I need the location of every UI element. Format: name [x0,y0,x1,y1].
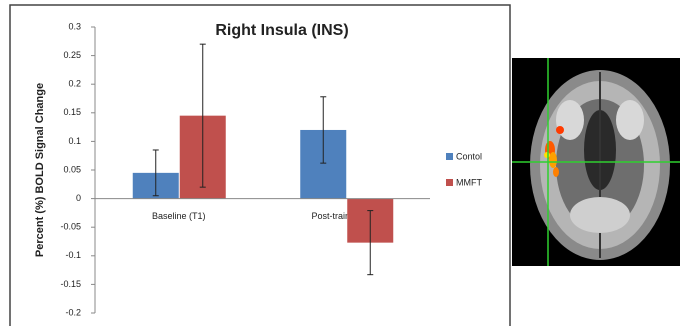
y-tick-label: -0.05 [60,222,81,232]
y-tick-label: 0.2 [68,79,81,89]
y-tick-label: -0.1 [65,250,81,260]
y-tick-label: -0.15 [60,279,81,289]
chart-frame [10,5,510,326]
legend-label: Contol [456,151,482,161]
y-tick-label: 0.1 [68,136,81,146]
chart-title: Right Insula (INS) [215,22,348,39]
page: {"chart_data": {"type": "bar", "title": … [0,0,680,326]
y-tick-label: 0.3 [68,21,81,31]
legend-label: MMFT [456,177,482,187]
y-tick-label: 0 [76,193,81,203]
legend-swatch [446,153,453,160]
y-tick-label: 0.15 [63,107,81,117]
y-tick-label: 0.05 [63,164,81,174]
legend-swatch [446,179,453,186]
figure: Right Insula (INS) Percent (%) BOLD Sign… [0,0,680,326]
brain-image [512,58,680,266]
y-axis-label: Percent (%) BOLD Signal Change [34,83,46,257]
x-tick-label: Baseline (T1) [152,211,206,221]
y-tick-label: 0.25 [63,50,81,60]
y-tick-label: -0.2 [65,307,81,317]
